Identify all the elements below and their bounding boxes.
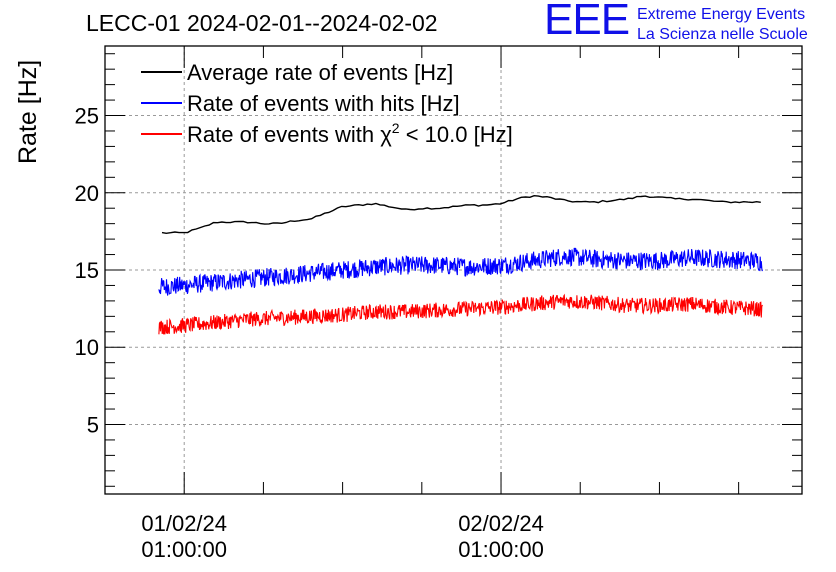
y-tick-label: 5 [87,412,99,437]
y-tick-label: 10 [75,335,99,360]
series-line-chi2 [158,293,763,335]
legend-label: Rate of events with χ2 < 10.0 [Hz] [187,120,513,147]
y-tick-label: 25 [75,104,99,129]
eee-logo: EEE Extreme Energy Events La Scienza nel… [544,0,834,46]
y-axis-label: Rate [Hz] [14,60,42,164]
x-tick-label-time: 01:00:00 [458,537,544,562]
series-line-hits [158,247,763,296]
y-tick-label: 15 [75,258,99,283]
labels: LECC-01 2024-02-01--2024-02-02 Rate [Hz] [14,10,438,164]
logo-line-2: La Scienza nelle Scuole [637,26,808,43]
x-tick-label-time: 01:00:00 [141,537,227,562]
x-tick-label-date: 02/02/24 [458,511,544,536]
chart-title: LECC-01 2024-02-01--2024-02-02 [86,10,438,36]
logo-line-1: Extreme Energy Events [637,6,806,23]
grid [105,46,802,494]
legend-label: Rate of events with hits [Hz] [187,91,460,116]
eee-logo-mark: EEE [544,0,630,44]
axes: 51015202501/02/2401:00:0002/02/2401:00:0… [75,45,803,562]
y-tick-label: 20 [75,181,99,206]
x-tick-label-date: 01/02/24 [141,511,227,536]
legend-label: Average rate of events [Hz] [187,60,453,85]
series-group [158,194,763,335]
series-line-average [161,194,761,235]
legend-chi-symbol: χ [380,122,392,147]
legend: Average rate of events [Hz] Rate of event… [141,60,513,147]
legend-chi-exponent: 2 [392,120,400,136]
legend-chi-rest: < 10.0 [Hz] [400,122,513,147]
